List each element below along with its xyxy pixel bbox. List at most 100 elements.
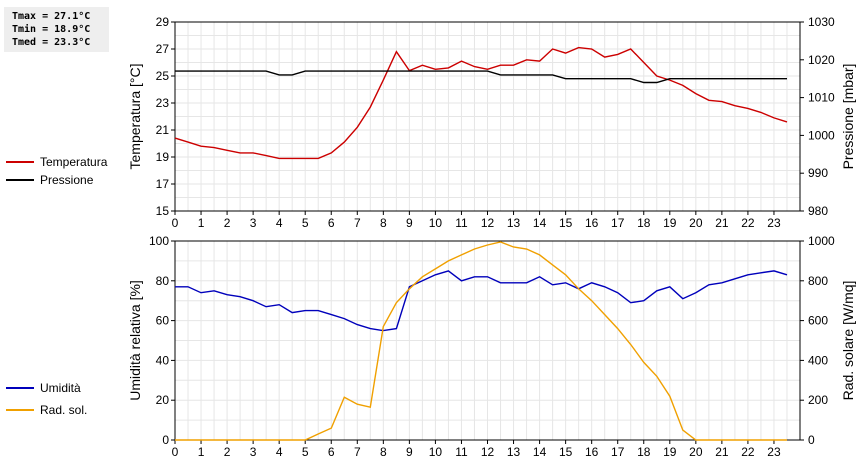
x-tick-label: 18 [637, 445, 651, 459]
legend-swatch [6, 161, 34, 163]
legend-top: Temperatura Pressione [6, 153, 107, 189]
y-tick-label: 60 [156, 314, 170, 328]
x-tick-label: 5 [302, 445, 309, 459]
x-tick-label: 10 [429, 216, 443, 230]
x-tick-label: 20 [689, 216, 703, 230]
legend-label: Temperatura [40, 155, 108, 169]
y-tick-label: 40 [156, 353, 170, 367]
y-tick-label: 21 [156, 123, 170, 137]
x-tick-label: 8 [380, 216, 387, 230]
y-tick-label: 80 [156, 274, 170, 288]
x-tick-label: 0 [172, 445, 179, 459]
chart-panel-2: 0 1 2 3 4 5 6 7 8 9 10 11 12 13 14 15 16 17 18 19 20 21 22 2302… [127, 234, 856, 459]
x-tick-label: 12 [481, 216, 495, 230]
x-tick-label: 15 [559, 216, 573, 230]
x-tick-label: 19 [663, 216, 677, 230]
y-tick-label: 27 [156, 42, 170, 56]
x-tick-label: 0 [172, 216, 179, 230]
x-tick-label: 16 [585, 216, 599, 230]
x-tick-label: 18 [637, 216, 651, 230]
x-tick-label: 13 [507, 216, 521, 230]
legend-label: Umidità [40, 381, 81, 395]
y2-tick-label: 990 [808, 166, 828, 180]
x-tick-label: 23 [767, 216, 781, 230]
x-tick-label: 9 [406, 216, 413, 230]
y2-tick-label: 400 [808, 353, 828, 367]
legend-swatch [6, 179, 34, 181]
legend-bottom-2: Rad. sol. [6, 401, 87, 419]
x-tick-label: 9 [406, 445, 413, 459]
legend-item-temperatura: Temperatura [6, 153, 107, 171]
y-axis-label: Umidità relativa [%] [127, 280, 143, 401]
x-tick-label: 14 [533, 445, 547, 459]
y-tick-label: 23 [156, 96, 170, 110]
x-tick-label: 21 [715, 445, 729, 459]
x-tick-label: 22 [741, 445, 755, 459]
legend-label: Pressione [40, 173, 94, 187]
x-tick-label: 11 [455, 216, 468, 230]
x-tick-label: 2 [224, 216, 231, 230]
y2-tick-label: 200 [808, 393, 828, 407]
x-tick-label: 4 [276, 216, 283, 230]
x-tick-label: 10 [429, 445, 443, 459]
y-tick-label: 0 [162, 433, 169, 447]
y2-tick-label: 0 [808, 433, 815, 447]
legend-swatch [6, 387, 34, 389]
chart-panel-1: 0 1 2 3 4 5 6 7 8 9 10 11 12 13 14 15 16 17 18 19 20 21 22 2315… [127, 15, 856, 230]
x-tick-label: 22 [741, 216, 755, 230]
legend-label: Rad. sol. [40, 403, 88, 417]
y2-tick-label: 1010 [808, 91, 835, 105]
x-tick-label: 19 [663, 445, 677, 459]
x-tick-label: 15 [559, 445, 573, 459]
y2-tick-label: 980 [808, 204, 828, 218]
x-tick-label: 2 [224, 445, 231, 459]
y-tick-label: 100 [149, 234, 169, 248]
legend-swatch [6, 409, 34, 411]
x-tick-label: 16 [585, 445, 599, 459]
x-tick-label: 3 [250, 445, 257, 459]
x-tick-label: 17 [611, 445, 625, 459]
tmax-text: Tmax = 27.1°C [12, 11, 91, 22]
y-tick-label: 19 [156, 150, 170, 164]
y-tick-label: 20 [156, 393, 170, 407]
x-tick-label: 7 [354, 216, 361, 230]
x-tick-label: 6 [328, 445, 335, 459]
x-tick-label: 4 [276, 445, 283, 459]
y2-tick-label: 800 [808, 274, 828, 288]
y-tick-label: 25 [156, 69, 170, 83]
series-line-rad-sol- [175, 241, 787, 441]
x-tick-label: 23 [767, 445, 781, 459]
y2-tick-label: 1000 [808, 128, 835, 142]
x-tick-label: 8 [380, 445, 387, 459]
y2-tick-label: 1020 [808, 53, 835, 67]
x-tick-label: 17 [611, 216, 625, 230]
legend-item-pressione: Pressione [6, 171, 107, 189]
x-tick-label: 20 [689, 445, 703, 459]
x-tick-label: 3 [250, 216, 257, 230]
y2-tick-label: 1030 [808, 15, 835, 29]
y2-axis-label: Rad. solare [W/mq] [840, 281, 856, 401]
x-tick-label: 13 [507, 445, 521, 459]
y2-axis-label: Pressione [mbar] [840, 64, 856, 170]
x-tick-label: 5 [302, 216, 309, 230]
x-tick-label: 6 [328, 216, 335, 230]
y-tick-label: 15 [156, 204, 170, 218]
x-tick-label: 7 [354, 445, 361, 459]
y2-tick-label: 1000 [808, 234, 835, 248]
tmin-text: Tmin = 18.9°C [12, 24, 91, 35]
legend-bottom: Umidità [6, 379, 81, 397]
x-tick-label: 21 [715, 216, 729, 230]
x-tick-label: 1 [198, 445, 205, 459]
x-tick-label: 14 [533, 216, 547, 230]
y-tick-label: 29 [156, 15, 170, 29]
legend-item-umidita: Umidità [6, 379, 81, 397]
y2-tick-label: 600 [808, 314, 828, 328]
legend-item-rad-sol: Rad. sol. [6, 401, 87, 419]
y-axis-label: Temperatura [°C] [127, 64, 143, 170]
series-line-pressione [175, 70, 787, 84]
series-line-temperatura [174, 46, 788, 160]
x-tick-label: 12 [481, 445, 495, 459]
x-tick-label: 1 [198, 216, 205, 230]
x-tick-label: 11 [455, 445, 468, 459]
